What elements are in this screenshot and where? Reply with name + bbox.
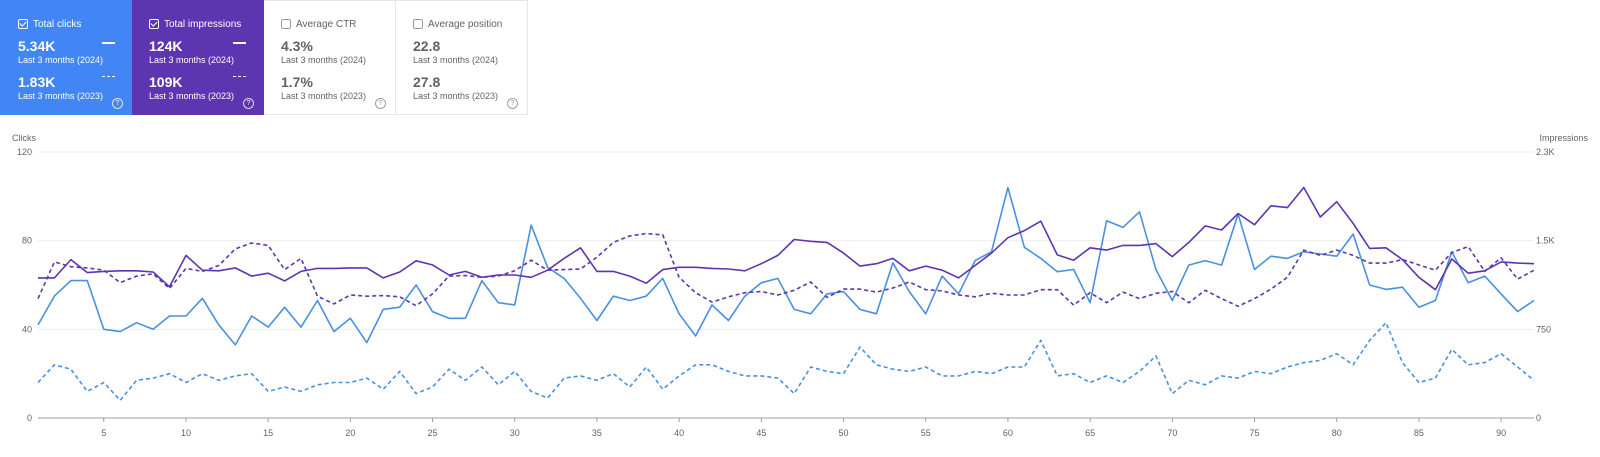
x-tick-label: 80 — [1332, 428, 1342, 438]
metric-period-2023: Last 3 months (2023) — [413, 91, 499, 101]
help-icon[interactable]: ? — [375, 98, 386, 109]
x-tick-label: 65 — [1085, 428, 1095, 438]
metric-value-2023: 1.83K — [18, 74, 56, 90]
metric-label: Total impressions — [164, 18, 242, 30]
y-tick-label: 40 — [22, 324, 32, 334]
metric-label: Total clicks — [33, 18, 82, 30]
metric-value-2023: 109K — [149, 74, 183, 90]
metric-card-total-impressions[interactable]: Total impressions 124K Last 3 months (20… — [132, 0, 264, 115]
x-tick-label: 20 — [345, 428, 355, 438]
x-tick-label: 45 — [756, 428, 766, 438]
checkbox-icon[interactable] — [149, 19, 159, 29]
x-tick-label: 15 — [263, 428, 273, 438]
x-tick-label: 70 — [1167, 428, 1177, 438]
y2-tick-label: 750 — [1536, 324, 1551, 334]
x-tick-label: 55 — [921, 428, 931, 438]
metric-period-2024: Last 3 months (2024) — [281, 55, 367, 65]
metric-card-average-position[interactable]: Average position 22.8 Last 3 months (202… — [396, 0, 528, 115]
y-axis-label: Clicks — [12, 133, 36, 143]
metric-period-2023: Last 3 months (2023) — [281, 91, 367, 101]
series-line-total-clicks-2023 — [37, 321, 1535, 402]
x-tick-label: 60 — [1003, 428, 1013, 438]
metric-value-2024: 5.34K — [18, 38, 56, 54]
checkbox-icon[interactable] — [18, 19, 28, 29]
metric-value-2024: 4.3% — [281, 38, 313, 54]
x-tick-label: 85 — [1414, 428, 1424, 438]
x-tick-label: 40 — [674, 428, 684, 438]
metric-card-average-ctr[interactable]: Average CTR 4.3% Last 3 months (2024) 1.… — [264, 0, 396, 115]
x-tick-label: 75 — [1250, 428, 1260, 438]
metric-value-2023: 27.8 — [413, 74, 441, 90]
y-tick-label: 80 — [22, 236, 32, 246]
series-line-total-clicks-2024 — [37, 186, 1535, 346]
metric-period-2023: Last 3 months (2023) — [18, 91, 104, 101]
checkbox-icon[interactable] — [413, 19, 423, 29]
help-icon[interactable]: ? — [243, 98, 254, 109]
metric-period-2024: Last 3 months (2024) — [149, 55, 235, 65]
x-tick-label: 10 — [181, 428, 191, 438]
metric-value-2024: 22.8 — [413, 38, 441, 54]
y2-axis-label: Impressions — [1539, 133, 1588, 143]
x-tick-label: 5 — [101, 428, 106, 438]
x-tick-label: 25 — [428, 428, 438, 438]
metric-label: Average position — [428, 18, 503, 30]
y-tick-label: 120 — [17, 147, 32, 157]
metric-card-total-clicks[interactable]: Total clicks 5.34K Last 3 months (2024) … — [0, 0, 132, 115]
x-tick-label: 90 — [1496, 428, 1506, 438]
legend-solid-line-icon — [102, 42, 115, 44]
metric-value-2023: 1.7% — [281, 74, 313, 90]
help-icon[interactable]: ? — [507, 98, 518, 109]
metric-cards: Total clicks 5.34K Last 3 months (2024) … — [0, 0, 528, 117]
metric-period-2023: Last 3 months (2023) — [149, 91, 235, 101]
x-tick-label: 35 — [592, 428, 602, 438]
series-line-total-impressions-2024 — [38, 186, 1535, 291]
legend-dashed-line-icon — [233, 76, 246, 77]
series-line-total-impressions-2023 — [37, 232, 1535, 308]
metric-period-2024: Last 3 months (2024) — [18, 55, 104, 65]
y-tick-label: 0 — [27, 413, 32, 423]
metric-label: Average CTR — [296, 18, 357, 30]
legend-dashed-line-icon — [102, 76, 115, 77]
y2-tick-label: 0 — [1536, 413, 1541, 423]
y2-tick-label: 2.3K — [1536, 147, 1555, 157]
y2-tick-label: 1.5K — [1536, 236, 1555, 246]
metric-value-2024: 124K — [149, 38, 183, 54]
metric-period-2024: Last 3 months (2024) — [413, 55, 499, 65]
legend-solid-line-icon — [233, 42, 246, 44]
x-tick-label: 30 — [510, 428, 520, 438]
x-tick-label: 50 — [839, 428, 849, 438]
checkbox-icon[interactable] — [281, 19, 291, 29]
help-icon[interactable]: ? — [112, 98, 123, 109]
